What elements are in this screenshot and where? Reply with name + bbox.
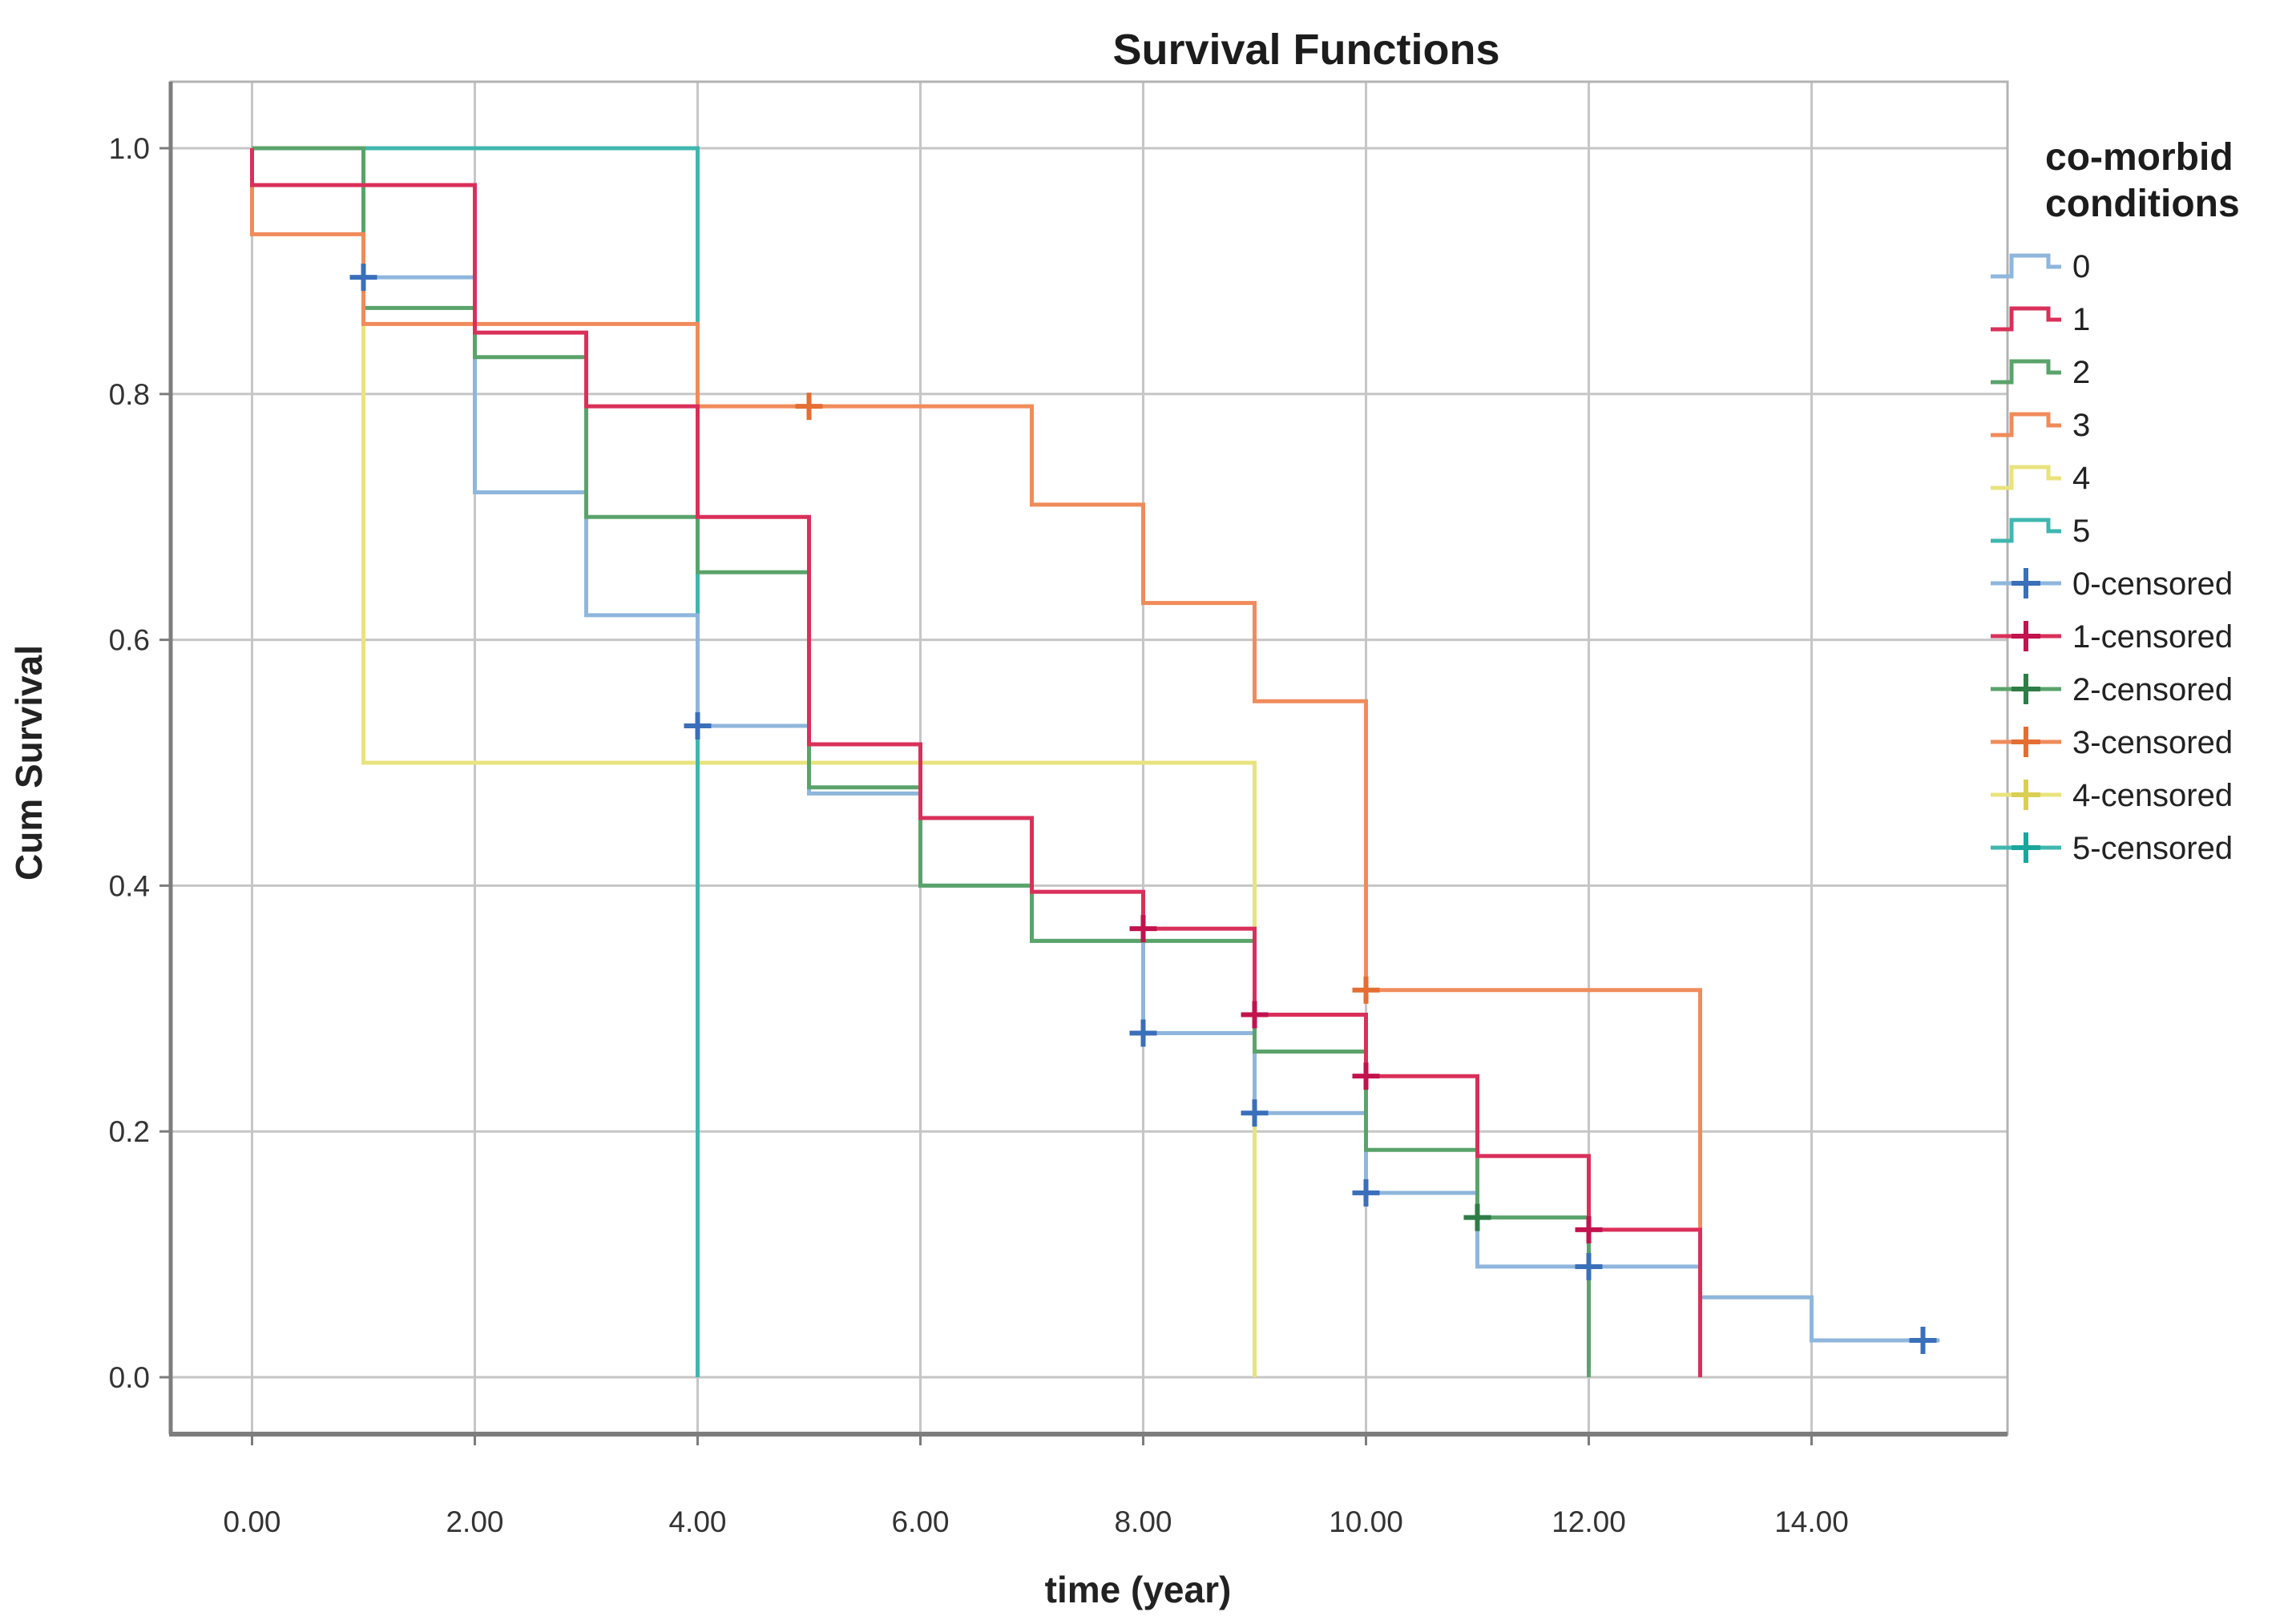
- censor-mark-1: [1129, 915, 1157, 943]
- censor-mark-1: [1575, 1215, 1603, 1243]
- x-tick-label-12.00: 12.00: [1552, 1505, 1626, 1538]
- censor-mark-3: [1352, 976, 1380, 1004]
- legend-label-0: 0: [2072, 249, 2090, 284]
- legend-label-2: 2: [2072, 355, 2090, 390]
- y-tick-label-0.0: 0.0: [109, 1361, 150, 1394]
- censor-mark-1: [1241, 1001, 1269, 1029]
- legend-item-1: 1: [1991, 302, 2090, 337]
- legend-item-5-censored: 5-censored: [1991, 831, 2233, 866]
- x-tick-label-4.00: 4.00: [668, 1505, 726, 1538]
- legend-item-2: 2: [1991, 355, 2090, 390]
- legend-item-4: 4: [1991, 461, 2090, 496]
- legend-label-1: 1: [2072, 302, 2090, 337]
- legend-item-3: 3: [1991, 408, 2090, 443]
- legend-item-5: 5: [1991, 514, 2090, 549]
- y-tick-label-0.4: 0.4: [109, 869, 150, 902]
- censor-mark-2: [1463, 1203, 1491, 1231]
- censor-mark-0: [1352, 1179, 1380, 1207]
- y-tick-label-1.0: 1.0: [109, 132, 150, 165]
- legend-step-glyph-1: [1991, 306, 2061, 332]
- legend-item-0: 0: [1991, 249, 2090, 284]
- y-tick-label-0.6: 0.6: [109, 624, 150, 657]
- gridlines: [171, 82, 2008, 1434]
- legend-item-2-censored: 2-censored: [1991, 672, 2233, 707]
- censor-marks: [349, 264, 1937, 1354]
- x-tick-label-10.00: 10.00: [1329, 1505, 1403, 1538]
- legend: 0 1 2 3 4 5 0-censored 1-censored 2-censored 3-ce…: [1991, 249, 2233, 866]
- y-axis-label: Cum Survival: [8, 645, 50, 881]
- censor-mark-1: [1352, 1062, 1380, 1090]
- y-tick-label-0.8: 0.8: [109, 378, 150, 411]
- legend-label-1-censored: 1-censored: [2072, 619, 2233, 655]
- chart-title: Survival Functions: [1112, 26, 1499, 74]
- legend-label-4: 4: [2072, 461, 2090, 496]
- legend-item-4-censored: 4-censored: [1991, 778, 2233, 813]
- legend-label-4-censored: 4-censored: [2072, 778, 2233, 813]
- legend-step-glyph-3: [1991, 412, 2061, 437]
- legend-label-3: 3: [2072, 408, 2090, 443]
- x-tick-label-2.00: 2.00: [446, 1505, 503, 1538]
- censor-mark-0: [349, 264, 377, 292]
- survival-curves: [250, 146, 1940, 1377]
- legend-title-line1: co-morbid: [2045, 136, 2233, 179]
- legend-item-0-censored: 0-censored: [1991, 566, 2233, 602]
- y-tick-label-0.2: 0.2: [109, 1115, 150, 1148]
- legend-step-glyph-2: [1991, 359, 2061, 385]
- x-tick-label-0.00: 0.00: [223, 1505, 280, 1538]
- series-line-1: [250, 148, 1702, 1377]
- legend-item-3-censored: 3-censored: [1991, 725, 2233, 760]
- plot-border: [169, 80, 2009, 1436]
- x-axis-label: time (year): [1045, 1569, 1232, 1610]
- legend-label-3-censored: 3-censored: [2072, 725, 2233, 760]
- y-axis-tick-labels: 0.0 0.2 0.4 0.6 0.8 1.0: [109, 132, 150, 1394]
- legend-step-glyph-0: [1991, 253, 2061, 279]
- x-tick-label-6.00: 6.00: [891, 1505, 949, 1538]
- x-tick-label-8.00: 8.00: [1114, 1505, 1172, 1538]
- censor-mark-0: [1909, 1326, 1937, 1354]
- censor-mark-3: [795, 393, 823, 421]
- censor-mark-0: [1129, 1019, 1157, 1047]
- legend-title-line2: conditions: [2045, 183, 2240, 225]
- legend-label-5-censored: 5-censored: [2072, 831, 2233, 866]
- legend-step-glyph-5: [1991, 518, 2061, 543]
- legend-step-glyph-4: [1991, 465, 2061, 490]
- x-tick-label-14.00: 14.00: [1774, 1505, 1849, 1538]
- legend-label-5: 5: [2072, 514, 2090, 549]
- censor-mark-0: [684, 711, 712, 739]
- series-line-5: [252, 146, 700, 1377]
- legend-item-1-censored: 1-censored: [1991, 619, 2233, 655]
- x-axis-tick-labels: 0.00 2.00 4.00 6.00 8.00 10.00 12.00 14.00: [223, 1505, 1848, 1538]
- legend-label-2-censored: 2-censored: [2072, 672, 2233, 707]
- legend-label-0-censored: 0-censored: [2072, 566, 2233, 602]
- series-line-4: [252, 146, 1257, 1377]
- censor-mark-0: [1241, 1099, 1269, 1127]
- plot-frame: [159, 80, 2009, 1445]
- censor-mark-0: [1575, 1252, 1603, 1280]
